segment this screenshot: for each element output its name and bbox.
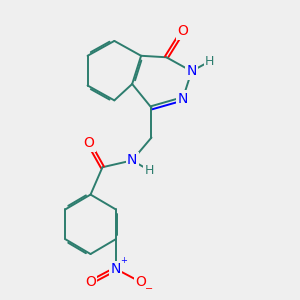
Text: N: N — [186, 64, 197, 78]
Text: O: O — [84, 136, 94, 151]
Text: O: O — [177, 24, 188, 38]
Text: N: N — [178, 92, 188, 106]
Text: H: H — [144, 164, 154, 177]
Text: −: − — [145, 284, 153, 294]
Text: N: N — [111, 262, 121, 276]
Text: H: H — [205, 55, 214, 68]
Text: +: + — [120, 256, 127, 265]
Text: O: O — [136, 275, 146, 289]
Text: N: N — [127, 153, 137, 167]
Text: O: O — [85, 275, 96, 289]
